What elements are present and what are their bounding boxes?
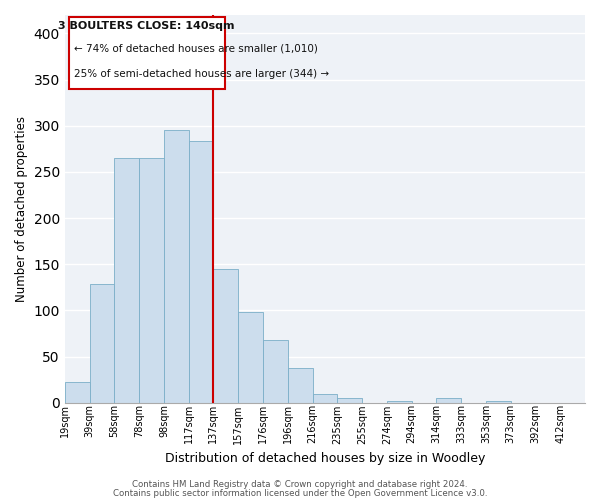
Bar [337,398,362,403]
Bar [139,158,164,403]
Text: Contains public sector information licensed under the Open Government Licence v3: Contains public sector information licen… [113,488,487,498]
FancyBboxPatch shape [68,17,224,89]
Bar [238,312,263,403]
Bar [115,158,139,403]
Text: Contains HM Land Registry data © Crown copyright and database right 2024.: Contains HM Land Registry data © Crown c… [132,480,468,489]
Bar [214,269,238,403]
Bar [188,142,214,403]
Text: 3 BOULTERS CLOSE: 140sqm: 3 BOULTERS CLOSE: 140sqm [58,20,235,30]
X-axis label: Distribution of detached houses by size in Woodley: Distribution of detached houses by size … [165,452,485,465]
Bar [263,340,288,403]
Bar [89,284,115,403]
Bar [486,401,511,403]
Bar [313,394,337,403]
Bar [164,130,188,403]
Bar [387,401,412,403]
Y-axis label: Number of detached properties: Number of detached properties [15,116,28,302]
Text: ← 74% of detached houses are smaller (1,010): ← 74% of detached houses are smaller (1,… [74,44,317,54]
Text: 25% of semi-detached houses are larger (344) →: 25% of semi-detached houses are larger (… [74,69,329,79]
Bar [65,382,89,403]
Bar [288,368,313,403]
Bar [436,398,461,403]
